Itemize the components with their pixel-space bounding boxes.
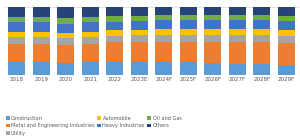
Bar [204,63,221,75]
Bar [278,30,295,36]
Bar [180,20,197,29]
Bar [106,30,123,36]
Bar [131,16,148,21]
Bar [82,17,99,22]
Legend: Construction, Metal and Engineering Industries, Utility, Automobile, Heavy Indus: Construction, Metal and Engineering Indu… [5,116,182,136]
Bar [253,7,270,15]
Bar [229,20,246,29]
Bar [57,45,74,63]
Bar [278,65,295,75]
Bar [33,63,50,75]
Bar [229,42,246,64]
Bar [155,29,172,35]
Bar [229,29,246,35]
Bar [180,15,197,20]
Bar [131,30,148,35]
Bar [33,7,50,17]
Bar [253,20,270,29]
Bar [155,7,172,15]
Bar [82,37,99,44]
Bar [57,18,74,24]
Bar [253,29,270,35]
Bar [106,16,123,22]
Bar [253,64,270,75]
Bar [155,42,172,62]
Bar [33,37,50,44]
Bar [204,29,221,35]
Bar [57,63,74,75]
Bar [57,38,74,45]
Bar [82,44,99,63]
Bar [82,22,99,32]
Bar [204,35,221,42]
Bar [253,15,270,20]
Bar [82,63,99,75]
Bar [57,33,74,38]
Bar [204,42,221,63]
Bar [278,21,295,30]
Bar [180,63,197,75]
Bar [82,32,99,37]
Bar [229,35,246,42]
Bar [278,36,295,43]
Bar [106,36,123,42]
Bar [131,35,148,42]
Bar [180,35,197,42]
Bar [33,17,50,22]
Bar [8,7,25,17]
Bar [8,32,25,37]
Bar [204,15,221,20]
Bar [131,42,148,62]
Bar [278,43,295,65]
Bar [180,7,197,15]
Bar [180,42,197,63]
Bar [229,7,246,15]
Bar [131,7,148,16]
Bar [155,62,172,75]
Bar [253,35,270,42]
Bar [8,63,25,75]
Bar [131,21,148,30]
Bar [106,42,123,62]
Bar [106,62,123,75]
Bar [8,37,25,44]
Bar [8,44,25,63]
Bar [33,44,50,63]
Bar [33,32,50,37]
Bar [229,64,246,75]
Bar [278,7,295,16]
Bar [278,16,295,21]
Bar [57,7,74,18]
Bar [33,22,50,32]
Bar [106,22,123,30]
Bar [155,20,172,29]
Bar [253,42,270,64]
Bar [57,24,74,33]
Bar [8,17,25,22]
Bar [204,7,221,15]
Bar [106,7,123,16]
Bar [229,15,246,20]
Bar [204,20,221,29]
Bar [8,22,25,32]
Bar [155,35,172,42]
Bar [155,15,172,20]
Bar [180,29,197,35]
Bar [82,7,99,17]
Bar [131,62,148,75]
